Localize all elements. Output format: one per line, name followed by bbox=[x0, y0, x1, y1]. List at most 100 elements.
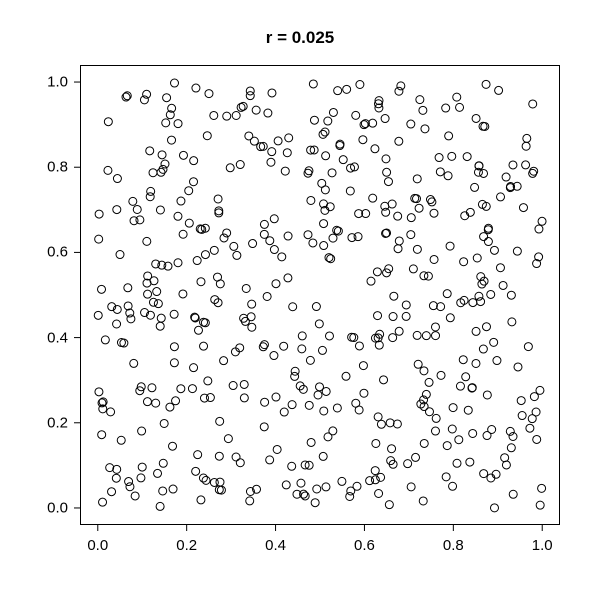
data-point bbox=[266, 456, 274, 464]
data-point bbox=[192, 84, 200, 92]
data-point bbox=[170, 359, 178, 367]
data-point bbox=[421, 125, 429, 133]
data-point bbox=[307, 438, 315, 446]
data-point bbox=[523, 134, 531, 142]
data-point bbox=[374, 312, 382, 320]
data-point bbox=[236, 459, 244, 467]
data-point bbox=[315, 320, 323, 328]
data-point bbox=[147, 187, 155, 195]
data-point bbox=[133, 205, 141, 213]
data-point bbox=[259, 343, 267, 351]
data-point bbox=[101, 336, 109, 344]
data-point bbox=[143, 237, 151, 245]
data-point bbox=[304, 231, 312, 239]
data-point bbox=[190, 178, 198, 186]
data-point bbox=[509, 490, 517, 498]
data-point bbox=[252, 106, 260, 114]
data-point bbox=[533, 435, 541, 443]
data-point bbox=[480, 233, 488, 241]
data-point bbox=[413, 245, 421, 253]
data-point bbox=[538, 217, 546, 225]
data-point bbox=[347, 487, 355, 495]
data-point bbox=[407, 483, 415, 491]
data-point bbox=[309, 80, 317, 88]
data-point bbox=[232, 112, 240, 120]
data-point bbox=[272, 280, 280, 288]
data-point bbox=[193, 257, 201, 265]
data-point bbox=[272, 393, 280, 401]
data-point bbox=[283, 149, 291, 157]
data-point bbox=[436, 168, 444, 176]
data-point bbox=[307, 196, 315, 204]
data-point bbox=[415, 204, 423, 212]
data-point bbox=[220, 234, 228, 242]
y-tick-label: 0.6 bbox=[38, 244, 68, 261]
data-point bbox=[312, 303, 320, 311]
data-point bbox=[270, 215, 278, 223]
data-point bbox=[412, 453, 420, 461]
data-point bbox=[113, 206, 121, 214]
data-point bbox=[310, 116, 318, 124]
data-point bbox=[240, 380, 248, 388]
data-point bbox=[250, 137, 258, 145]
data-point bbox=[459, 356, 467, 364]
data-point bbox=[201, 251, 209, 259]
y-tick-label: 0.0 bbox=[38, 499, 68, 516]
data-point bbox=[407, 214, 415, 222]
data-point bbox=[471, 183, 479, 191]
data-point bbox=[529, 100, 537, 108]
data-point bbox=[319, 130, 327, 138]
data-point bbox=[456, 103, 464, 111]
data-point bbox=[413, 175, 421, 183]
data-point bbox=[397, 82, 405, 90]
data-point bbox=[375, 341, 383, 349]
data-point bbox=[203, 132, 211, 140]
data-point bbox=[263, 292, 271, 300]
data-point bbox=[490, 338, 498, 346]
data-point bbox=[158, 151, 166, 159]
data-point bbox=[522, 142, 530, 150]
data-point bbox=[177, 197, 185, 205]
data-point bbox=[260, 220, 268, 228]
data-point bbox=[149, 169, 157, 177]
data-point bbox=[301, 492, 309, 500]
data-point bbox=[273, 445, 281, 453]
data-point bbox=[479, 122, 487, 130]
data-point bbox=[236, 161, 244, 169]
data-point bbox=[425, 378, 433, 386]
data-point bbox=[138, 463, 146, 471]
data-point bbox=[299, 385, 307, 393]
data-point bbox=[388, 445, 396, 453]
data-point bbox=[346, 187, 354, 195]
data-point bbox=[246, 497, 254, 505]
data-point bbox=[328, 169, 336, 177]
data-point bbox=[375, 490, 383, 498]
data-point bbox=[95, 235, 103, 243]
data-point bbox=[367, 277, 375, 285]
data-point bbox=[240, 394, 248, 402]
data-point bbox=[371, 467, 379, 475]
data-point bbox=[206, 394, 214, 402]
data-point bbox=[268, 89, 276, 97]
data-point bbox=[113, 320, 121, 328]
data-point bbox=[278, 253, 286, 261]
data-point bbox=[320, 242, 328, 250]
data-point bbox=[214, 195, 222, 203]
data-point bbox=[107, 408, 115, 416]
data-point bbox=[402, 312, 410, 320]
data-point bbox=[170, 310, 178, 318]
data-point bbox=[346, 492, 354, 500]
data-point bbox=[395, 137, 403, 145]
data-point bbox=[462, 373, 470, 381]
data-point bbox=[359, 136, 367, 144]
data-point bbox=[416, 96, 424, 104]
data-point bbox=[388, 200, 396, 208]
data-point bbox=[469, 429, 477, 437]
data-point bbox=[472, 114, 480, 122]
data-point bbox=[453, 93, 461, 101]
data-point bbox=[215, 209, 223, 217]
data-point bbox=[168, 136, 176, 144]
data-point bbox=[95, 388, 103, 396]
data-point bbox=[215, 207, 223, 215]
data-point bbox=[356, 81, 364, 89]
